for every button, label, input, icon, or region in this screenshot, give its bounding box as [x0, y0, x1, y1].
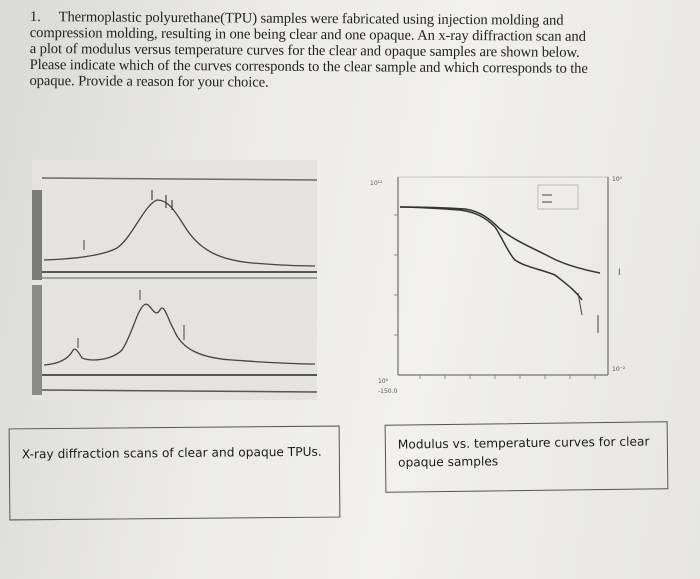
xrd-top-axis-strip	[32, 190, 42, 280]
modulus-caption: Modulus vs. temperature curves for clear…	[384, 421, 669, 493]
xrd-plot	[32, 160, 318, 400]
xrd-bottom-axis-strip	[32, 285, 42, 395]
modulus-figure: 10¹¹ 10⁵ -150.0 10⁰ 10⁻² I	[350, 165, 650, 403]
question-text: 1. Thermoplastic polyurethane(TPU) sample…	[29, 9, 680, 94]
modulus-right-top-label: 10⁰	[612, 176, 623, 183]
xrd-upper-curve	[43, 199, 316, 267]
modulus-y-bottom-label: 10⁵	[378, 378, 389, 385]
modulus-right-mid-label: I	[618, 268, 621, 278]
modulus-curve-1	[399, 206, 583, 301]
modulus-right-bottom-label: 10⁻²	[612, 366, 626, 373]
modulus-legend	[537, 184, 579, 210]
modulus-plot: 10¹¹ 10⁵ -150.0 10⁰ 10⁻² I	[370, 176, 626, 395]
xrd-figure	[32, 160, 318, 400]
modulus-y-top-label: 10¹¹	[370, 180, 383, 187]
question-number: 1.	[29, 9, 41, 26]
xrd-caption: X-ray diffraction scans of clear and opa…	[8, 425, 341, 521]
modulus-curve-2	[399, 206, 601, 274]
modulus-x-first-label: -150.0	[378, 388, 398, 395]
xrd-lower-curve	[43, 303, 316, 366]
